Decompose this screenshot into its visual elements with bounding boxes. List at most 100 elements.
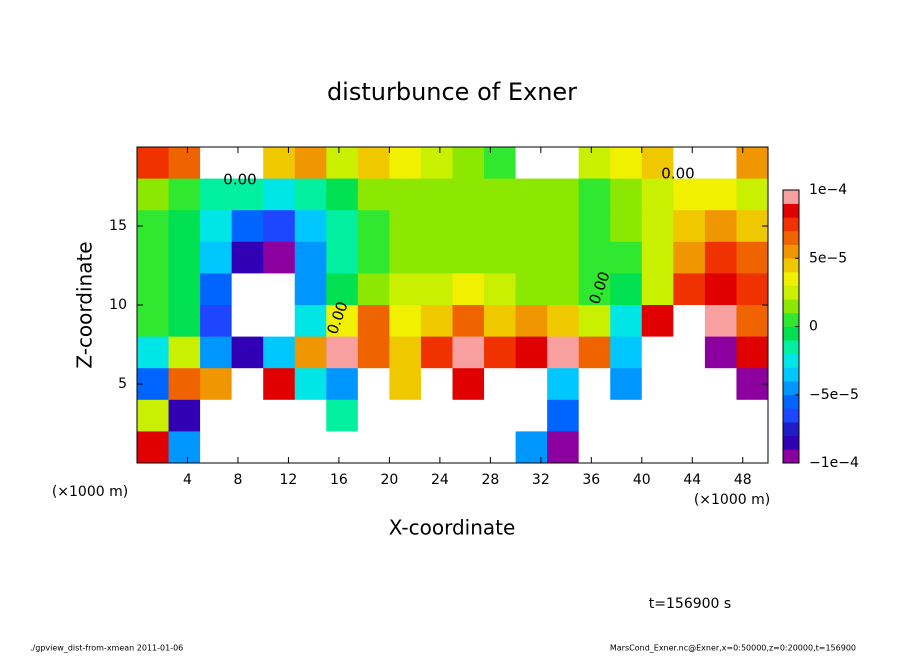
cell (389, 178, 422, 211)
cell (515, 368, 548, 401)
cell (578, 273, 611, 306)
colorbar-band (783, 394, 799, 409)
cell (673, 399, 706, 432)
cell (641, 273, 674, 306)
colorbar-band (783, 217, 799, 232)
cell (263, 336, 296, 369)
colorbar-band (783, 271, 799, 286)
cell (231, 305, 264, 338)
colorbar-tick-label: −1e−4 (809, 455, 859, 471)
cell (357, 336, 390, 369)
cell (736, 305, 769, 338)
x-tick-label: 36 (582, 472, 600, 488)
cell (673, 241, 706, 274)
x-tick-label: 32 (532, 472, 550, 488)
cell (357, 399, 390, 432)
cell (168, 305, 201, 338)
cell (137, 336, 170, 369)
cell (326, 399, 359, 432)
x-tick-label: 8 (233, 472, 242, 488)
x-unit: (×1000 m) (694, 492, 770, 508)
cell (515, 147, 548, 180)
cell (420, 336, 453, 369)
cell (610, 336, 643, 369)
cell (263, 399, 296, 432)
cell (641, 305, 674, 338)
cell (263, 305, 296, 338)
cell (263, 178, 296, 211)
colorbar-band (783, 326, 799, 341)
cell (231, 273, 264, 306)
cell (231, 336, 264, 369)
x-tick-label: 4 (183, 472, 192, 488)
cell (484, 273, 517, 306)
cell (200, 368, 233, 401)
colorbar-band (783, 340, 799, 355)
cell (389, 273, 422, 306)
cell (389, 305, 422, 338)
cell (547, 178, 580, 211)
cell (578, 368, 611, 401)
cell (547, 210, 580, 243)
cell (357, 368, 390, 401)
cell (326, 368, 359, 401)
cell (736, 178, 769, 211)
cell (389, 241, 422, 274)
cell (547, 241, 580, 274)
cell (704, 399, 737, 432)
cell (484, 431, 517, 464)
colorbar-band (783, 435, 799, 450)
colorbar-tick-label: 5e−5 (809, 250, 847, 266)
colorbar-band (783, 285, 799, 300)
cell (736, 147, 769, 180)
cell (578, 399, 611, 432)
cell (200, 241, 233, 274)
cell (641, 431, 674, 464)
x-tick-label: 40 (633, 472, 651, 488)
cell (736, 241, 769, 274)
cell (547, 305, 580, 338)
cell (168, 147, 201, 180)
cell (547, 399, 580, 432)
cell (673, 147, 706, 180)
cell (294, 273, 327, 306)
cell (515, 305, 548, 338)
cell (704, 210, 737, 243)
y-axis-label: Z-coordinate (73, 241, 97, 368)
colorbar-band (783, 230, 799, 245)
x-tick-label: 28 (481, 472, 499, 488)
cell (547, 431, 580, 464)
cell (420, 399, 453, 432)
cell (200, 336, 233, 369)
cell (578, 336, 611, 369)
cell (610, 241, 643, 274)
cell (452, 305, 485, 338)
cell (200, 273, 233, 306)
cell (452, 210, 485, 243)
cell (673, 273, 706, 306)
cell (294, 431, 327, 464)
time-label: t=156900 s (649, 596, 731, 612)
cell (610, 399, 643, 432)
cell (294, 178, 327, 211)
cell (452, 336, 485, 369)
colorbar-tick-label: 1e−4 (809, 182, 847, 198)
cell (673, 431, 706, 464)
cell (484, 241, 517, 274)
cell (231, 147, 264, 180)
cell (578, 241, 611, 274)
colorbar-band (783, 449, 799, 464)
cell (673, 305, 706, 338)
cell (200, 147, 233, 180)
cell (263, 431, 296, 464)
cell (452, 431, 485, 464)
cell (547, 368, 580, 401)
cell (168, 273, 201, 306)
cell (389, 431, 422, 464)
cell (578, 305, 611, 338)
cell (484, 305, 517, 338)
cell (326, 178, 359, 211)
y-tick-label: 15 (109, 218, 127, 234)
cell (547, 273, 580, 306)
